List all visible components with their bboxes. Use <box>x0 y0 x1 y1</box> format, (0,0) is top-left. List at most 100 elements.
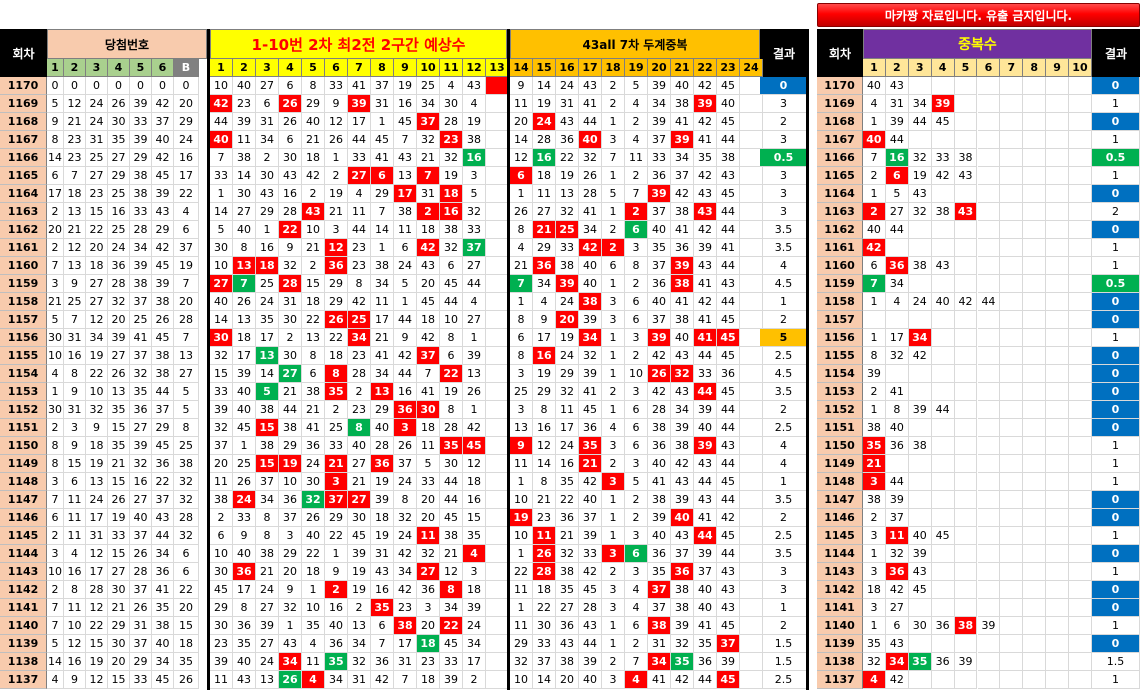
overlap-number: 4 <box>625 581 648 599</box>
prediction-number: 23 <box>417 653 440 671</box>
dup-number <box>1023 365 1047 383</box>
prediction-number: 27 <box>463 311 486 329</box>
overlap-number: 40 <box>671 329 694 347</box>
result-cell-2: 1 <box>1092 527 1140 545</box>
dup-number <box>1069 167 1092 185</box>
overlap-number: 6 <box>602 257 625 275</box>
win-number: 25 <box>108 221 130 239</box>
prediction-number: 18 <box>417 419 440 437</box>
table-row: 1143 10 16 17 27 28 36 6 30 36 21 20 18 9 19 43 34 27 12 3 2… <box>0 563 1140 581</box>
overlap-number: 40 <box>579 131 602 149</box>
dup-number <box>1000 545 1024 563</box>
dup-number: 36 <box>931 653 955 671</box>
prediction-number: 21 <box>256 563 279 581</box>
dup-number: 40 <box>863 221 886 239</box>
dup-number <box>1023 671 1047 689</box>
overlap-number: 42 <box>671 455 694 473</box>
col-label: 8 <box>1023 59 1047 77</box>
prediction-number: 16 <box>463 491 486 509</box>
overlap-number: 38 <box>648 419 671 437</box>
win-number: 45 <box>152 167 174 185</box>
overlap-number: 38 <box>671 599 694 617</box>
table-row: 1137 4 9 12 15 33 45 26 11 43 13 26 4 34 31 42 7 18 39 2 10 1… <box>0 671 1140 689</box>
overlap-number: 8 <box>510 347 533 365</box>
dup-number <box>1046 257 1070 275</box>
overlap-number: 1 <box>602 635 625 653</box>
col-label: 20 <box>648 59 671 77</box>
round-cell-2: 1159 <box>817 275 863 293</box>
dup-number <box>954 581 978 599</box>
overlap-number: 38 <box>671 311 694 329</box>
prediction-number: 26 <box>233 293 256 311</box>
win-number: 37 <box>152 491 174 509</box>
prediction-number: 10 <box>302 599 325 617</box>
prediction-number: 29 <box>210 599 233 617</box>
overlap-number: 39 <box>579 311 602 329</box>
overlap-number: 38 <box>648 617 671 635</box>
dup-number <box>1046 509 1070 527</box>
dup-number <box>1023 239 1047 257</box>
prediction-number: 1 <box>256 221 279 239</box>
prediction-number: 1 <box>463 401 486 419</box>
prediction-number: 34 <box>348 635 371 653</box>
dup-number <box>1000 347 1024 365</box>
win-number: 39 <box>130 437 152 455</box>
win-number: 33 <box>130 203 152 221</box>
overlap-number: 19 <box>556 329 579 347</box>
dup-number <box>908 473 932 491</box>
dup-number <box>1069 365 1092 383</box>
dup-number: 32 <box>908 203 932 221</box>
prediction-number: 6 <box>210 527 233 545</box>
overlap-number: 32 <box>579 149 602 167</box>
prediction-number: 6 <box>371 167 394 185</box>
overlap-number: 44 <box>579 113 602 131</box>
win-number: 12 <box>86 311 108 329</box>
dup-number <box>908 365 932 383</box>
dup-number <box>885 455 909 473</box>
prediction-number: 36 <box>417 581 440 599</box>
prediction-number: 30 <box>256 167 279 185</box>
overlap-number: 41 <box>694 311 717 329</box>
win-number: 20 <box>108 311 130 329</box>
overlap-number: 21 <box>510 257 533 275</box>
win-number: 12 <box>64 635 86 653</box>
overlap-number: 44 <box>694 527 717 545</box>
overlap-number: 26 <box>648 365 671 383</box>
overlap-number: 45 <box>579 401 602 419</box>
prediction-number: 41 <box>417 383 440 401</box>
prediction-number: 27 <box>348 167 371 185</box>
prediction-number: 14 <box>210 311 233 329</box>
overlap-number: 41 <box>579 95 602 113</box>
overlap-number: 39 <box>648 113 671 131</box>
prediction-number <box>486 545 509 563</box>
col-label: 23 <box>717 59 740 77</box>
dup-number <box>1000 257 1024 275</box>
prediction-number: 36 <box>394 401 417 419</box>
overlap-number: 3 <box>510 365 533 383</box>
win-number: 39 <box>130 257 152 275</box>
dup-number <box>1069 239 1092 257</box>
overlap-number: 38 <box>671 275 694 293</box>
overlap-number: 42 <box>671 671 694 689</box>
dup-number <box>1046 131 1070 149</box>
result-cell: 3.5 <box>760 239 808 257</box>
win-number: 10 <box>86 383 108 401</box>
win-number: 4 <box>64 545 86 563</box>
dup-number <box>1023 437 1047 455</box>
win-number: 19 <box>86 455 108 473</box>
prediction-number: 25 <box>233 455 256 473</box>
prediction-number: 45 <box>463 437 486 455</box>
dup-number: 1 <box>863 545 886 563</box>
dup-number <box>1069 329 1092 347</box>
win-number: 31 <box>130 617 152 635</box>
round-cell: 1162 <box>0 221 47 239</box>
win-number: 30 <box>108 113 130 131</box>
col-label: 12 <box>463 59 486 77</box>
overlap-number: 19 <box>556 167 579 185</box>
round-cell-2: 1139 <box>817 635 863 653</box>
overlap-number: 27 <box>533 203 556 221</box>
win-number: 33 <box>130 113 152 131</box>
dup-number <box>977 167 1001 185</box>
win-number: 35 <box>108 401 130 419</box>
prediction-number: 40 <box>371 419 394 437</box>
